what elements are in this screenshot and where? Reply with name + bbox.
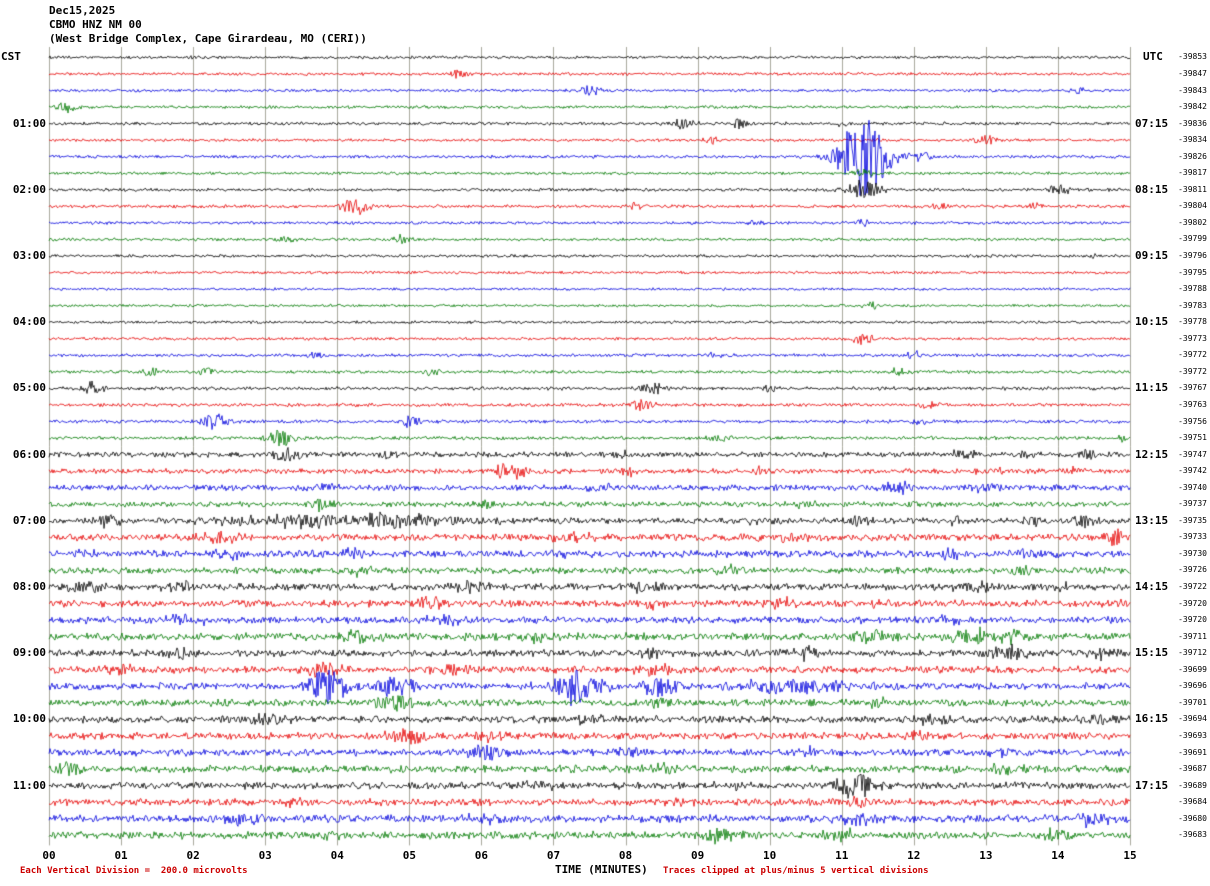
trace-offset-value: -39795 <box>1178 267 1207 277</box>
title-location: (West Bridge Complex, Cape Girardeau, MO… <box>49 32 367 45</box>
x-tick-label: 05 <box>402 849 416 862</box>
clipping-note: Traces clipped at plus/minus 5 vertical … <box>663 866 929 876</box>
x-tick-label: 14 <box>1051 849 1065 862</box>
trace-offset-value: -39701 <box>1178 697 1207 707</box>
x-tick-label: 00 <box>42 849 56 862</box>
right-hour-label: 07:15 <box>1135 116 1169 130</box>
trace-offset-value: -39756 <box>1178 416 1207 426</box>
trace-offset-value: -39834 <box>1178 135 1207 145</box>
trace-offset-value: -39735 <box>1178 515 1207 525</box>
trace-offset-value: -39799 <box>1178 234 1207 244</box>
left-timezone-label: CST <box>1 50 21 63</box>
trace-offset-value: -39684 <box>1178 797 1207 807</box>
trace-offset-value: -39722 <box>1178 582 1207 591</box>
x-tick-label: 04 <box>330 849 344 862</box>
x-tick-label: 06 <box>474 849 489 862</box>
right-hour-label: 12:15 <box>1135 447 1169 461</box>
left-hour-label: 01:00 <box>12 116 46 130</box>
trace-offset-value: -39773 <box>1178 333 1207 343</box>
trace-offset-value: -39778 <box>1178 317 1207 327</box>
trace-offset-value: -39772 <box>1178 366 1207 376</box>
x-tick-label: 11 <box>835 849 849 862</box>
trace-offset-value: -39720 <box>1178 615 1207 625</box>
x-tick-label: 12 <box>907 849 921 862</box>
left-hour-label: 04:00 <box>12 315 46 329</box>
trace-offset-value: -39802 <box>1178 217 1207 227</box>
trace-offset-value: -39853 <box>1178 52 1207 62</box>
trace-offset-value: -39817 <box>1178 168 1207 178</box>
trace-offset-value: -39733 <box>1178 532 1207 542</box>
title-station: CBMO HNZ NM 00 <box>49 18 142 31</box>
trace-offset-value: -39826 <box>1178 151 1207 161</box>
trace-offset-value: -39788 <box>1178 284 1207 294</box>
vertical-division-note: Each Vertical Division = 200.0 microvolt… <box>20 866 248 876</box>
left-hour-label: 07:00 <box>12 513 46 527</box>
trace-offset-value: -39689 <box>1178 780 1207 790</box>
trace-offset-value: -39811 <box>1178 184 1207 194</box>
x-tick-label: 08 <box>618 849 633 862</box>
left-hour-label: 09:00 <box>12 646 46 660</box>
trace-offset-value: -39804 <box>1178 201 1207 211</box>
title-date: Dec15,2025 <box>49 4 116 17</box>
right-hour-label: 10:15 <box>1135 315 1169 329</box>
right-hour-label: 15:15 <box>1135 646 1169 660</box>
right-hour-label: 16:15 <box>1135 712 1169 726</box>
trace-offset-value: -39842 <box>1178 102 1207 112</box>
trace-offset-value: -39843 <box>1178 85 1207 95</box>
trace-offset-value: -39696 <box>1178 681 1207 691</box>
left-hour-label: 03:00 <box>12 249 46 262</box>
x-tick-label: 13 <box>979 849 993 862</box>
left-hour-label: 10:00 <box>12 712 46 726</box>
x-tick-label: 03 <box>258 849 272 862</box>
left-hour-label: 02:00 <box>12 182 46 196</box>
left-hour-label: 06:00 <box>12 447 46 461</box>
trace-offset-value: -39680 <box>1178 813 1207 823</box>
x-tick-label: 07 <box>546 849 561 862</box>
trace-offset-value: -39699 <box>1178 664 1207 674</box>
trace-offset-value: -39683 <box>1178 830 1207 840</box>
trace-offset-value: -39712 <box>1178 648 1207 658</box>
x-axis-title: TIME (MINUTES) <box>555 863 648 876</box>
trace-offset-value: -39742 <box>1178 466 1207 476</box>
trace-offset-value: -39693 <box>1178 730 1207 740</box>
x-tick-label: 15 <box>1123 849 1137 862</box>
trace-offset-value: -39836 <box>1178 118 1207 128</box>
x-tick-label: 09 <box>690 849 705 862</box>
left-hour-label: 11:00 <box>12 778 46 792</box>
trace-offset-value: -39783 <box>1178 300 1207 310</box>
x-tick-label: 02 <box>186 849 200 862</box>
trace-offset-value: -39747 <box>1178 449 1207 459</box>
trace-offset-value: -39772 <box>1178 350 1207 360</box>
trace-offset-value: -39730 <box>1178 548 1207 558</box>
right-hour-label: 17:15 <box>1135 778 1169 792</box>
trace-offset-value: -39737 <box>1178 499 1207 509</box>
trace-offset-value: -39751 <box>1178 433 1207 443</box>
right-hour-label: 14:15 <box>1135 580 1169 593</box>
trace-offset-value: -39763 <box>1178 399 1207 409</box>
trace-offset-value: -39740 <box>1178 482 1207 492</box>
trace-offset-value: -39687 <box>1178 764 1207 774</box>
right-timezone-label: UTC <box>1143 50 1163 63</box>
trace-offset-value: -39711 <box>1178 631 1207 641</box>
trace-offset-value: -39767 <box>1178 383 1207 393</box>
right-hour-label: 11:15 <box>1135 381 1169 395</box>
x-tick-label: 10 <box>763 849 777 862</box>
trace-offset-value: -39726 <box>1178 565 1207 575</box>
trace-offset-value: -39691 <box>1178 747 1207 757</box>
trace-offset-value: -39847 <box>1178 68 1207 78</box>
x-tick-label: 01 <box>114 849 128 862</box>
trace-offset-value: -39720 <box>1178 598 1207 608</box>
right-hour-label: 13:15 <box>1135 513 1169 527</box>
left-hour-label: 08:00 <box>12 580 46 593</box>
trace-offset-value: -39796 <box>1178 251 1207 260</box>
left-hour-label: 05:00 <box>12 381 46 395</box>
right-hour-label: 08:15 <box>1135 182 1169 196</box>
trace-offset-value: -39694 <box>1178 714 1207 724</box>
right-hour-label: 09:15 <box>1135 249 1169 262</box>
